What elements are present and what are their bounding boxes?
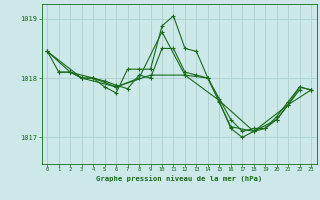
X-axis label: Graphe pression niveau de la mer (hPa): Graphe pression niveau de la mer (hPa) [96, 175, 262, 182]
